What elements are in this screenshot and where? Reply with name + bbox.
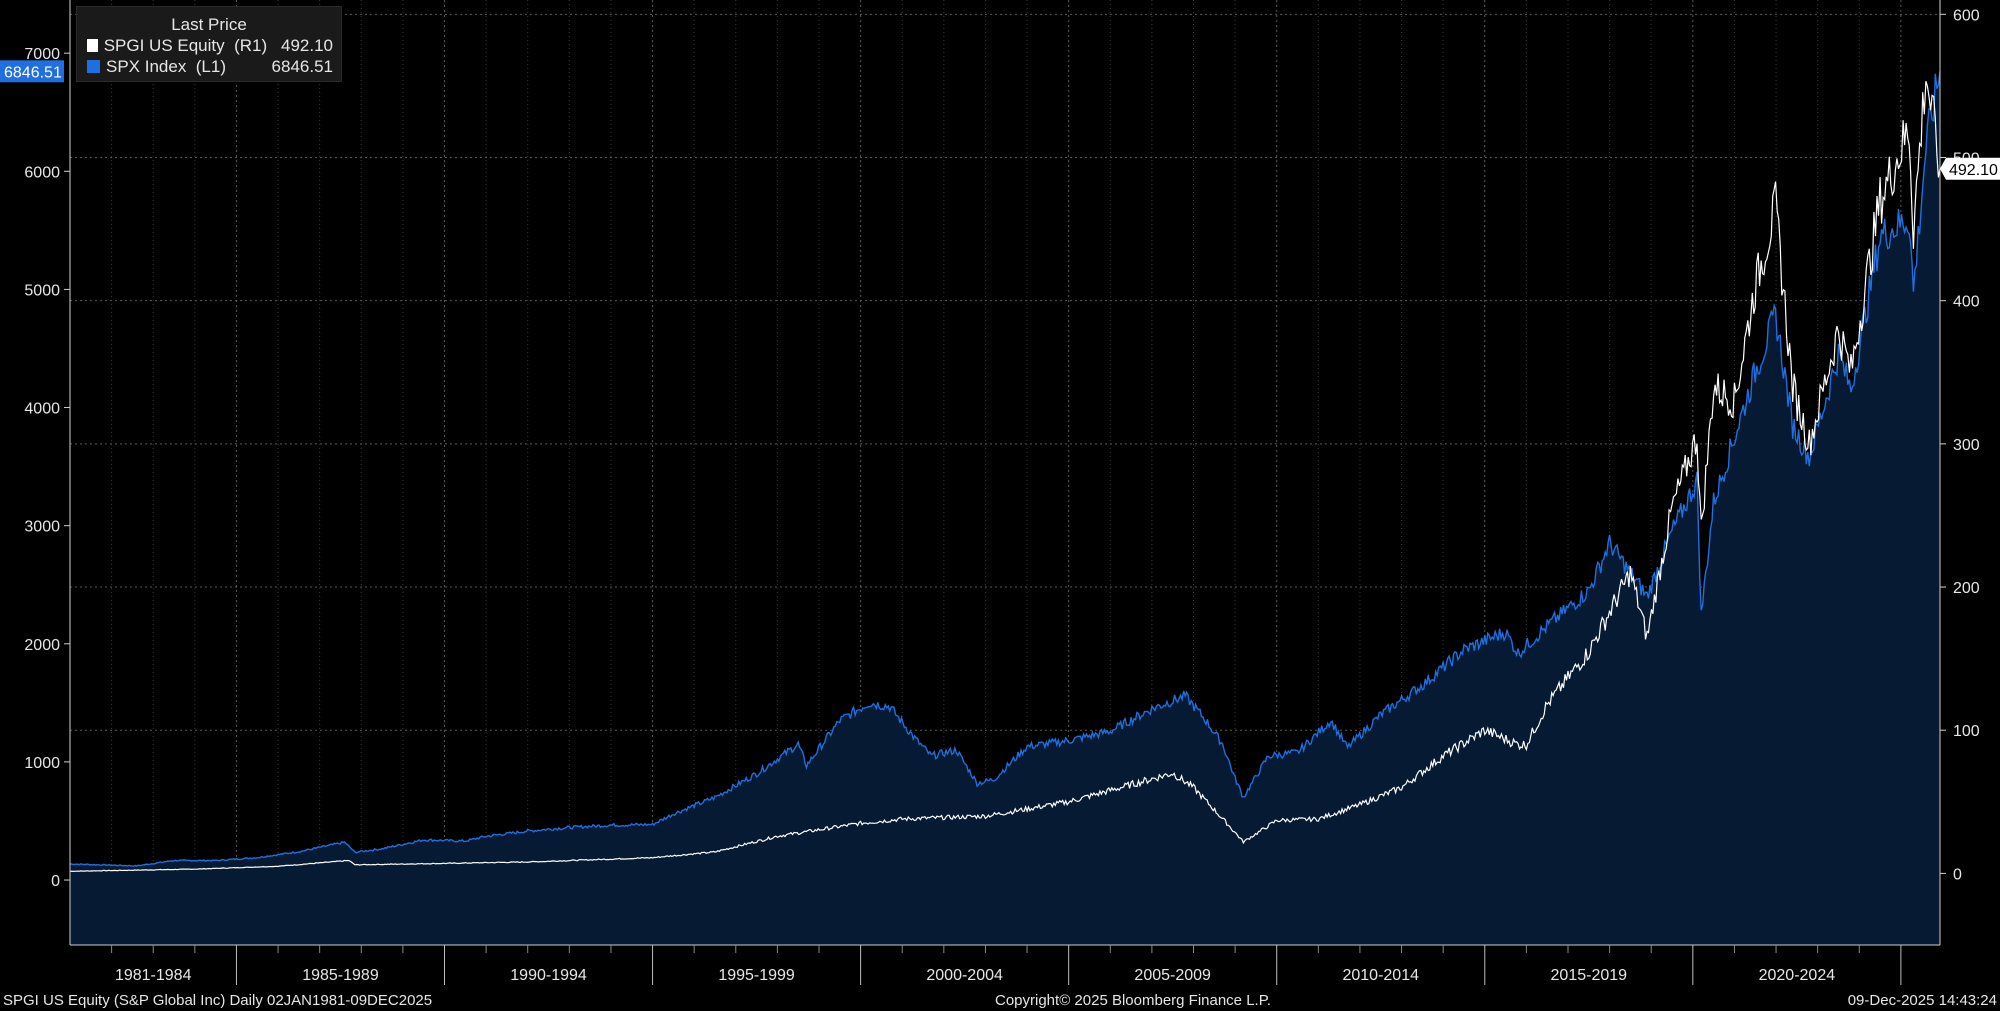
legend-item-value: 6846.51: [271, 56, 333, 76]
spgi-swatch-icon: [87, 39, 98, 52]
right-tick-label: 200: [1953, 580, 1980, 597]
x-tick-label: 2015-2019: [1551, 967, 1628, 984]
legend-item-spgi[interactable]: SPGI US Equity (R1) 492.10: [77, 35, 341, 56]
x-tick-label: 1995-1999: [718, 967, 795, 984]
footer-security-description: SPGI US Equity (S&P Global Inc) Daily 02…: [3, 992, 433, 1009]
left-tick-label: 7000: [24, 46, 60, 63]
x-tick-label: 1990-1994: [510, 967, 587, 984]
left-tick-label: 2000: [24, 637, 60, 654]
footer-timestamp: 09-Dec-2025 14:43:24: [1847, 992, 1997, 1009]
spgi-series-line: [69, 81, 1941, 873]
right-tick-label: 100: [1953, 723, 1980, 740]
spx-area-fill: [70, 71, 1940, 946]
spx-swatch-icon: [87, 60, 100, 73]
spx-last-price-tag: 6846.51: [0, 60, 64, 83]
x-tick-label: 1981-1984: [115, 967, 192, 984]
x-tick-label: 1985-1989: [302, 967, 379, 984]
left-tick-label: 5000: [24, 282, 60, 299]
legend-item-name: SPX Index (L1): [106, 56, 227, 76]
left-tick-label: 4000: [24, 401, 60, 418]
footer-copyright: Copyright© 2025 Bloomberg Finance L.P.: [995, 992, 1271, 1009]
spgi-last-price-tag: 492.10: [1940, 157, 2000, 180]
x-tick-label: 2010-2014: [1342, 967, 1419, 984]
left-tick-label: 1000: [24, 755, 60, 772]
x-tick-label: 2000-2004: [926, 967, 1003, 984]
left-tick-label: 6000: [24, 164, 60, 181]
left-axis-ticks: 0 1000 2000 3000 4000 5000 6000 7000: [24, 46, 70, 890]
right-axis-ticks: 0100200300400500600: [1940, 7, 1980, 883]
legend-item-name: SPGI US Equity (R1): [103, 35, 268, 55]
legend[interactable]: Last Price SPGI US Equity (R1) 492.10 SP…: [76, 6, 342, 82]
x-axis-ticks: 1981-1984 1985-1989 1990-1994 1995-1999 2000…: [111, 945, 1902, 985]
right-tick-label: 0: [1953, 866, 1962, 883]
legend-header: Last Price: [171, 15, 247, 34]
spx-series-line: [69, 71, 1941, 867]
x-tick-label: 2020-2024: [1759, 967, 1836, 984]
legend-item-value: 492.10: [281, 35, 333, 55]
spx-last-price-label: 6846.51: [4, 64, 62, 81]
x-tick-label: 2005-2009: [1134, 967, 1211, 984]
left-tick-label: 0: [51, 873, 60, 890]
right-tick-label: 600: [1953, 7, 1980, 24]
right-tick-label: 400: [1953, 294, 1980, 311]
legend-item-spx[interactable]: SPX Index (L1) 6846.51: [77, 56, 341, 77]
spgi-last-price-label: 492.10: [1949, 162, 1998, 179]
left-tick-label: 3000: [24, 519, 60, 536]
right-tick-label: 300: [1953, 437, 1980, 454]
